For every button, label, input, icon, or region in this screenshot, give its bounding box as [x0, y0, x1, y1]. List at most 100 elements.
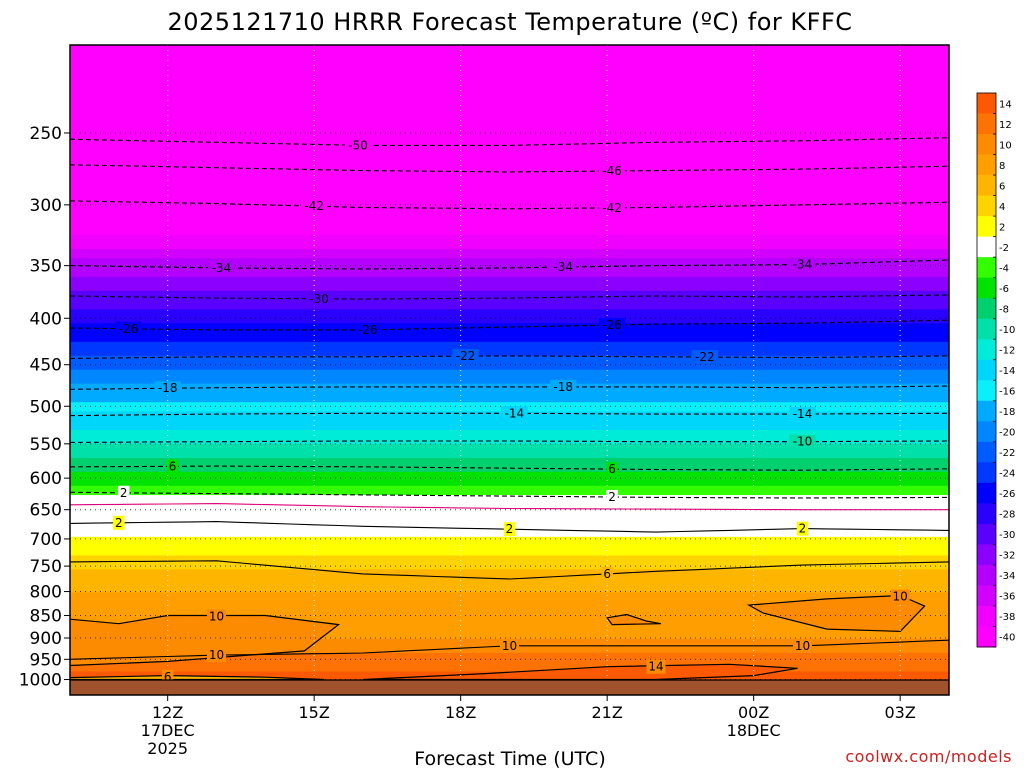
colorbar-swatch [977, 236, 996, 258]
temperature-band [70, 346, 949, 352]
temperature-band [70, 430, 949, 436]
contour-label-bg [500, 638, 519, 653]
contour-label-bg [691, 350, 719, 365]
temperature-band [70, 95, 949, 102]
colorbar-label: -20 [999, 428, 1015, 439]
colorbar-swatch [977, 585, 996, 607]
temperature-band [70, 253, 949, 259]
temperature-band [70, 221, 949, 227]
contour--18 [70, 385, 949, 390]
contour--6 [70, 465, 949, 471]
temperature-band [70, 300, 949, 306]
temperature-band [70, 383, 949, 389]
y-tick-label: 700 [30, 530, 62, 550]
temperature-band [70, 592, 949, 598]
temperature-band [70, 174, 949, 180]
contour--46 [70, 164, 949, 173]
temperature-band [70, 146, 949, 153]
temperature-band [70, 281, 949, 287]
contour-label: -26 [119, 322, 139, 336]
colorbar-swatch [977, 175, 996, 196]
temperature-band [70, 105, 949, 111]
colorbar-swatch [977, 359, 996, 381]
temperature-band [70, 504, 949, 510]
temperature-band [70, 63, 949, 69]
colorbar-swatch [977, 441, 996, 463]
warm-pocket-14 [362, 663, 798, 681]
temperature-band [70, 239, 949, 245]
temperature-band [70, 476, 949, 482]
contour-label-bg [598, 318, 626, 333]
contour--30 [70, 294, 949, 300]
contour-label: 2 [608, 490, 616, 504]
temperature-band [70, 179, 949, 185]
warm-pockets [70, 594, 926, 681]
colorbar-label: 4 [999, 202, 1005, 213]
temperature-band [70, 86, 949, 92]
temperature-band [70, 72, 949, 78]
temperature-band [70, 49, 949, 55]
colorbar-swatch [977, 380, 996, 402]
temperature-band [70, 91, 949, 97]
x-tick-label: 12Z [152, 703, 183, 722]
temperature-band [70, 77, 949, 83]
temperature-band [70, 578, 949, 584]
colorbar-label: -24 [999, 469, 1015, 480]
temperature-band [70, 425, 949, 431]
temperature-band [70, 262, 949, 269]
contour-label-bg [501, 406, 528, 421]
temperature-band [70, 606, 949, 612]
temperature-band [70, 439, 949, 445]
temperature-band [70, 142, 949, 148]
temperature-band [70, 170, 949, 176]
colorbar-label: 14 [999, 99, 1012, 110]
temperature-band [70, 114, 949, 120]
x-tick-label: 03Z [885, 703, 916, 722]
colorbar-swatch [977, 523, 996, 545]
colorbar-swatch [977, 298, 996, 320]
temperature-band [70, 388, 949, 394]
temperature-band [70, 587, 949, 594]
temperature-band [70, 109, 949, 115]
colorbar-label: -10 [999, 325, 1015, 336]
colorbar-label: 6 [999, 181, 1005, 192]
contour-label: 2 [799, 522, 807, 536]
temperature-band [70, 211, 949, 218]
temperature-band [70, 490, 949, 496]
temperature-band [70, 58, 949, 64]
temperature-band [70, 313, 949, 320]
y-tick-label: 650 [30, 501, 62, 521]
colorbar-label: -12 [999, 345, 1015, 356]
contour-label: 6 [608, 462, 616, 476]
colorbar-label: -6 [999, 284, 1009, 295]
temperature-band [70, 235, 949, 241]
colorbar-label: -30 [999, 530, 1015, 541]
contour-label-bg [598, 163, 626, 178]
contour-label-bg [890, 589, 910, 604]
temperature-band [70, 295, 949, 301]
temperature-band [70, 392, 949, 399]
colorbar-swatch [977, 339, 996, 361]
y-tick-label: 550 [30, 435, 62, 455]
isotherm-contours: -50 -46 -42 -42 -34 -34 -34 -30 -26 -26 -26 -22 -22 -… [70, 137, 949, 684]
temperature-band [70, 541, 949, 547]
colorbar-label: -22 [999, 448, 1015, 459]
temperature-band [70, 365, 949, 371]
contour-0 [70, 503, 949, 511]
temperature-band [70, 620, 949, 626]
temperature-band [70, 513, 949, 519]
temperature-band [70, 625, 949, 631]
contour-label-bg [598, 200, 626, 215]
temperature-band [70, 183, 949, 190]
temperature-band [70, 360, 949, 366]
temperature-band [70, 448, 949, 454]
temperature-band [70, 193, 949, 199]
y-tick-label: 400 [30, 309, 62, 329]
temperature-band [70, 81, 949, 88]
temperature-bands [70, 45, 949, 695]
chart-title: 2025121710 HRRR Forecast Temperature (ºC… [167, 8, 852, 36]
colorbar-swatch [977, 482, 996, 504]
contour-label: -22 [695, 350, 715, 364]
contour-label: 6 [169, 459, 177, 473]
